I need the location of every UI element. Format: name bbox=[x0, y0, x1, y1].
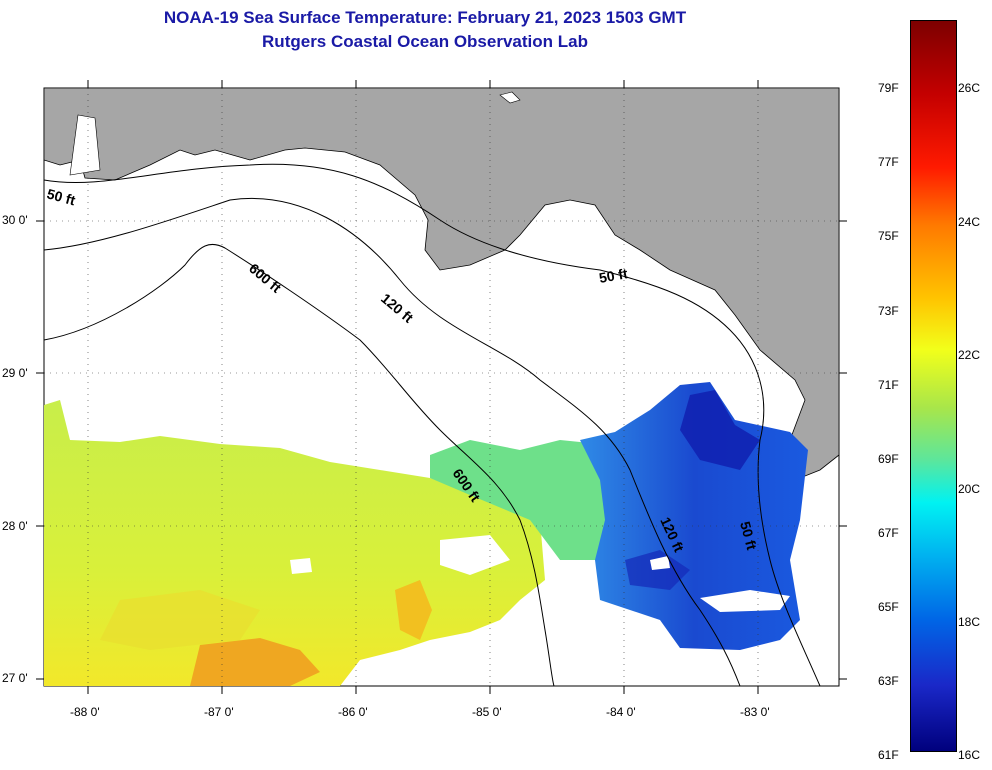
longitude-label: -86 0' bbox=[338, 705, 368, 719]
colorbar-f-label: 75F bbox=[878, 229, 899, 243]
sst-warm-spot bbox=[395, 580, 432, 640]
isobath-label: 50 ft bbox=[737, 520, 760, 552]
sst-coldest-region bbox=[625, 550, 690, 590]
map-subtitle: Rutgers Coastal Ocean Observation Lab bbox=[262, 32, 588, 51]
longitude-label: -87 0' bbox=[204, 705, 234, 719]
colorbar-f-label: 67F bbox=[878, 526, 899, 540]
land-mass bbox=[43, 87, 840, 479]
cloud-gap bbox=[650, 556, 670, 570]
isobath-label: 50 ft bbox=[45, 185, 77, 208]
colorbar-f-label: 69F bbox=[878, 452, 899, 466]
map-title: NOAA-19 Sea Surface Temperature: Februar… bbox=[163, 8, 687, 27]
latitude-label: 28 0' bbox=[2, 519, 28, 533]
colorbar-c-label: 22C bbox=[958, 348, 981, 362]
isobath-120ft-line bbox=[43, 198, 741, 687]
sst-warm-spot bbox=[100, 590, 260, 650]
latitude-label: 30 0' bbox=[2, 213, 28, 227]
isobath-600ft-line bbox=[43, 243, 555, 687]
latitude-label: 27 0' bbox=[2, 671, 28, 685]
longitude-label: -83 0' bbox=[740, 705, 770, 719]
cloud-gap bbox=[440, 535, 510, 575]
lake bbox=[499, 91, 521, 104]
sst-warm-spot bbox=[190, 638, 320, 686]
colorbar-f-label: 79F bbox=[878, 81, 899, 95]
cloud-gap bbox=[290, 558, 312, 574]
colorbar-f-label: 61F bbox=[878, 748, 899, 762]
colorbar-c-label: 20C bbox=[958, 482, 981, 496]
longitude-label: -85 0' bbox=[472, 705, 502, 719]
colorbar-c-label: 26C bbox=[958, 81, 981, 95]
isobath-label: 50 ft bbox=[598, 265, 629, 286]
colorbar-f-label: 73F bbox=[878, 304, 899, 318]
longitude-label: -84 0' bbox=[606, 705, 636, 719]
latitude-label: 29 0' bbox=[2, 366, 28, 380]
isobath-50ft-line bbox=[43, 163, 821, 687]
colorbar-f-label: 71F bbox=[878, 378, 899, 392]
map-ticks bbox=[36, 80, 847, 694]
longitude-label: -88 0' bbox=[70, 705, 100, 719]
colorbar-c-label: 16C bbox=[958, 748, 981, 762]
map-grid bbox=[44, 88, 839, 686]
colorbar-f-label: 77F bbox=[878, 155, 899, 169]
sst-coldest-region bbox=[680, 390, 760, 470]
colorbar-c-label: 24C bbox=[958, 215, 981, 229]
sst-transition-region bbox=[430, 440, 620, 560]
mobile-bay bbox=[69, 114, 101, 176]
colorbar-f-label: 65F bbox=[878, 600, 899, 614]
colorbar-f-label: 63F bbox=[878, 674, 899, 688]
colorbar-c-label: 18C bbox=[958, 615, 981, 629]
cloud-gap bbox=[700, 590, 790, 612]
temperature-colorbar bbox=[910, 20, 957, 752]
